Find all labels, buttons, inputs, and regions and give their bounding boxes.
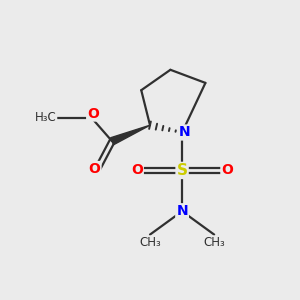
Text: CH₃: CH₃ [139,236,161,249]
Text: H₃C: H₃C [35,111,57,124]
Text: O: O [87,106,99,121]
Text: CH₃: CH₃ [203,236,225,249]
Polygon shape [111,125,150,145]
Text: O: O [131,164,143,177]
Text: N: N [178,125,190,140]
Text: N: N [176,204,188,218]
Text: O: O [88,162,101,176]
Text: O: O [221,164,233,177]
Text: S: S [177,163,188,178]
